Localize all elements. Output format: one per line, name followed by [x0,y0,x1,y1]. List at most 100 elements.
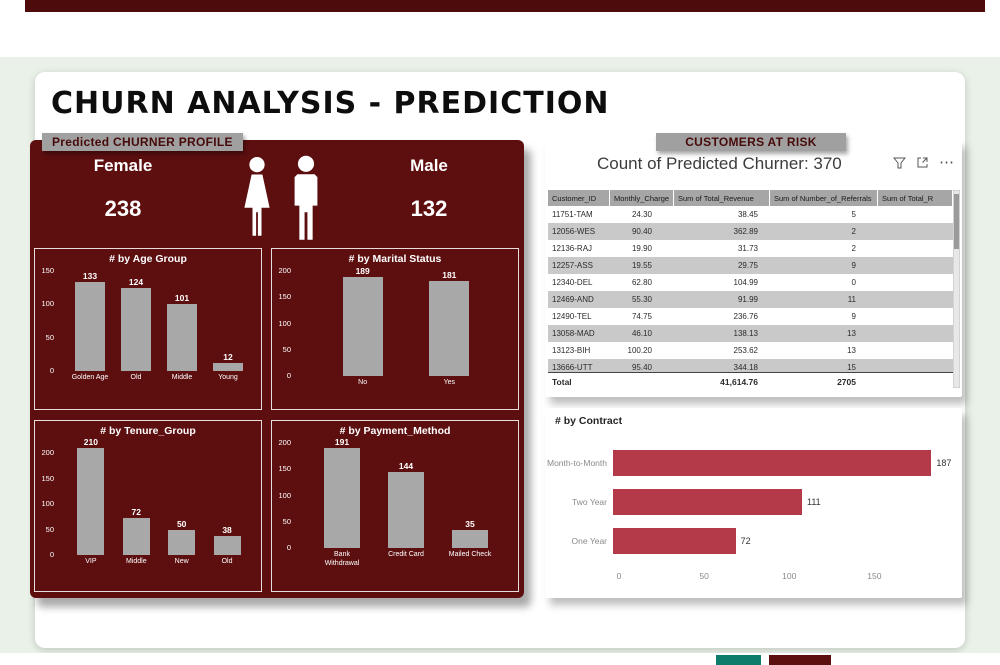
table-row[interactable]: 12490-TEL 74.75 236.76 9 [548,308,953,325]
contract-row: Month-to-Month 187 [545,450,962,476]
plot-area: Month-to-Month 187 Two Year 111 One Year 72 [545,450,962,567]
category-label: Middle [125,558,147,565]
column-header[interactable]: Sum of Total_R [878,190,953,206]
table-row[interactable]: 12136-RAJ 19.90 31.73 2 [548,240,953,257]
category-label: Middle [171,374,193,381]
table-row[interactable]: 12257-ASS 19.55 29.75 9 [548,257,953,274]
scrollbar-thumb[interactable] [954,194,959,249]
page-tab-1[interactable] [716,655,761,665]
male-count: 132 [410,196,448,221]
bar[interactable] [324,447,360,548]
column-header[interactable]: Sum of Number_of_Referrals [770,190,878,206]
y-axis-tick: 100 [41,299,54,309]
table-cell: 9 [851,312,856,321]
table-row[interactable]: 12056-WES 90.40 362.89 2 [548,223,953,240]
total-cell [878,373,953,388]
bar[interactable] [613,528,736,554]
more-options-icon[interactable]: ⋯ [939,153,954,171]
category-label: New [174,558,189,565]
plot-area: 133 Golden Age 124 Old 101 Middle 12 Young [59,271,259,401]
table-row[interactable]: 13666-UTT 95.40 344.18 15 [548,359,953,372]
bar-value-label: 50 [176,518,187,529]
column-header[interactable]: Sum of Total_Revenue [674,190,770,206]
y-axis-tick: 100 [41,499,54,509]
x-axis-tick: 150 [867,571,882,581]
top-accent-bar [25,0,985,12]
table-row[interactable]: 13058-MAD 46.10 138.13 13 [548,325,953,342]
chart-title: # by Tenure_Group [100,425,196,437]
bar[interactable] [213,363,243,371]
bar[interactable] [75,282,105,371]
column-header[interactable]: Monthly_Charge [610,190,674,206]
chart-tenure-group: # by Tenure_Group 0 50 100 150 200 210 VIP 72 Mi… [34,420,262,592]
female-icon [244,156,270,236]
table-cell: 9 [851,261,856,270]
male-icon [294,155,318,240]
x-axis-tick: 100 [782,571,797,581]
category-label: Mailed Check [448,551,492,558]
table-cell: 362.89 [733,227,758,236]
filter-icon[interactable] [893,157,906,169]
table-cell: 13 [847,329,856,338]
page-tab-2[interactable] [769,655,831,665]
table-row[interactable]: 13123-BIH 100.20 253.62 13 [548,342,953,359]
table-cell: 29.75 [737,261,758,270]
table-cell: 138.13 [733,329,758,338]
male-label: Male [410,156,448,175]
total-cell [610,373,674,388]
table-scrollbar[interactable] [953,190,960,388]
table-cell: 11751-TAM [552,210,593,219]
y-axis-tick: 150 [278,292,291,302]
bar[interactable] [613,450,932,476]
category-label: Old [130,374,142,381]
table-cell: 15 [847,363,856,372]
table-cell: 12469-AND [552,295,594,304]
chart-title: # by Marital Status [348,253,442,265]
table-cell [878,359,953,372]
column-header[interactable]: Customer_ID [548,190,610,206]
bar[interactable] [429,280,470,376]
bar[interactable] [342,276,383,376]
customers-table: Customer_ID Monthly_Charge Sum of Total_Re… [548,190,953,388]
bar-group: 50 New [168,443,196,573]
bar[interactable] [121,288,151,371]
page-title: CHURN ANALYSIS - PREDICTION [51,86,610,121]
bar-group: 72 Middle [122,443,150,573]
category-label: No [358,379,368,386]
bar[interactable] [168,529,196,555]
bar-group: 210 VIP [77,437,105,573]
y-axis-tick: 150 [41,473,54,483]
bar[interactable] [452,529,488,548]
chart-marital-status: # by Marital Status 0 50 100 150 200 189 No 181… [271,248,519,410]
table-cell: 62.80 [631,278,652,287]
focus-mode-icon[interactable] [916,156,929,169]
bar[interactable] [122,518,150,555]
female-stat: Female 238 [58,156,188,222]
bar-value-label: 181 [442,269,457,280]
table-cell: 13123-BIH [552,346,591,355]
plot-area: 191 Bank Withdrawal 144 Credit Card 35 Mailed… [296,437,516,576]
category-label: Month-to-Month [547,458,607,468]
y-axis-tick: 100 [278,318,291,328]
table-cell [878,257,953,274]
bar-value-label: 38 [222,524,232,535]
bar[interactable] [388,472,424,548]
category-label: Credit Card [388,551,424,558]
table-row[interactable]: 12340-DEL 62.80 104.99 0 [548,274,953,291]
bar[interactable] [77,448,105,555]
bar[interactable] [613,489,802,515]
bar[interactable] [167,303,197,371]
bar-group: 133 Golden Age [72,271,109,401]
bar-value-label: 210 [83,437,98,448]
bar-value-label: 124 [128,277,144,288]
table-row[interactable]: 11751-TAM 24.30 38.45 5 [548,206,953,223]
table-row[interactable]: 12469-AND 55.30 91.99 11 [548,291,953,308]
contract-chart-card: # by Contract Month-to-Month 187 Two Year 1… [545,408,962,598]
bar-group: 124 Old [121,271,151,401]
female-count: 238 [104,196,142,221]
bar[interactable] [213,535,241,555]
bar-group: 35 Mailed Check [449,443,491,576]
bar-value-label: 35 [465,518,475,529]
table-cell: 12136-RAJ [552,244,593,253]
female-label: Female [93,156,153,175]
